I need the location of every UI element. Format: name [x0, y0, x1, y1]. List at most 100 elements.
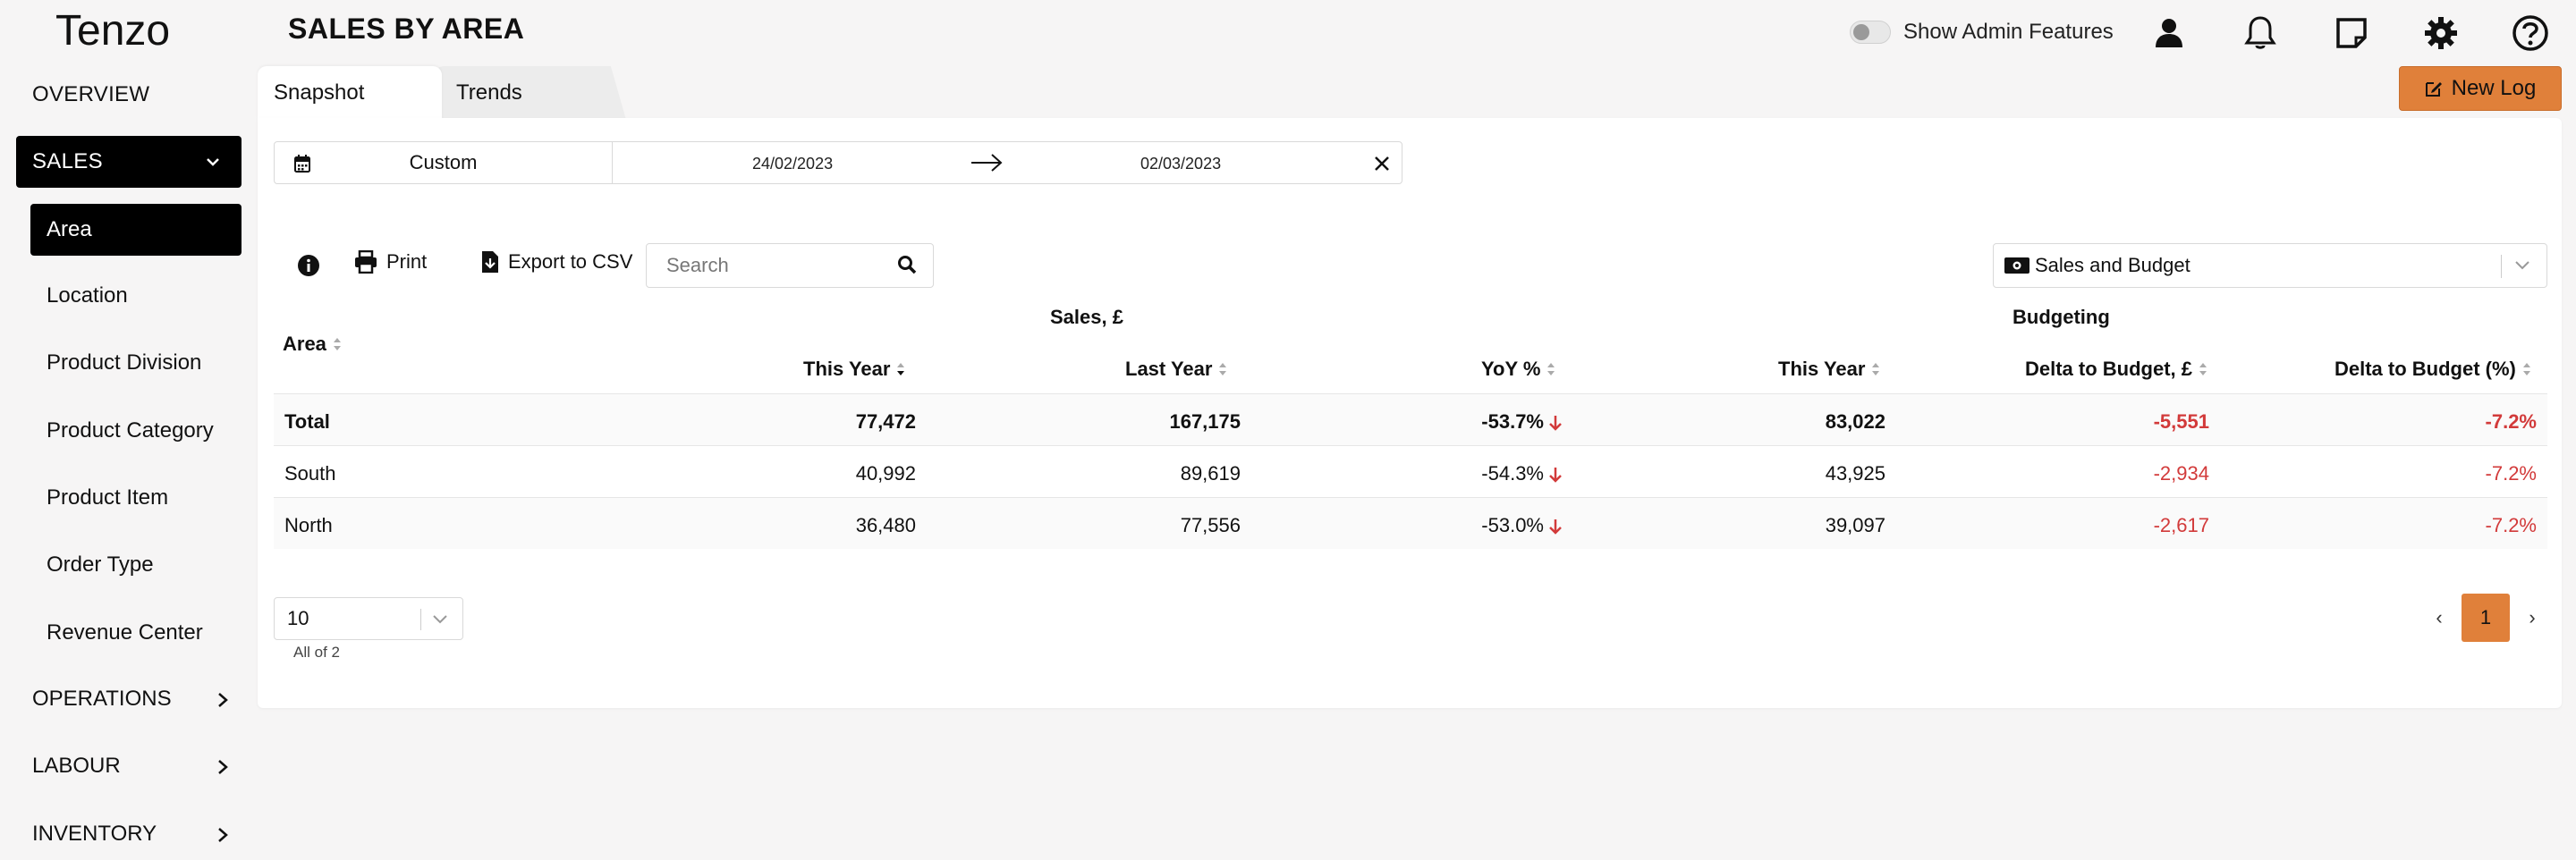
bell-icon[interactable]: [2240, 13, 2281, 54]
page-button-1[interactable]: 1: [2462, 594, 2510, 642]
col-header-budget-this-year[interactable]: This Year: [1778, 358, 1881, 381]
main-card: Custom 24/02/2023 02/03/2023 Print Expor…: [258, 118, 2562, 708]
nav-sub-product-item[interactable]: Product Item: [47, 485, 169, 510]
group-header-sales: Sales, £: [1050, 306, 1123, 328]
sort-icon: [1219, 363, 1227, 375]
cell-area: Total: [284, 410, 330, 433]
nav-sub-order-type[interactable]: Order Type: [47, 552, 154, 577]
cell-budget: 43,925: [1825, 462, 1885, 485]
arrow-down-icon: [1549, 519, 1562, 535]
admin-features-label: Show Admin Features: [1903, 20, 2114, 44]
cell-delta: -2,617: [2153, 514, 2209, 536]
end-date-input[interactable]: 02/03/2023: [1140, 155, 1222, 173]
col-header-area[interactable]: Area: [283, 333, 343, 356]
nav-operations[interactable]: OPERATIONS: [32, 681, 229, 717]
sort-icon: [1547, 363, 1555, 375]
cell-last-year: 77,556: [1180, 514, 1241, 536]
prev-page-button[interactable]: ‹: [2436, 606, 2443, 628]
sort-icon: [2522, 363, 2530, 375]
cell-delta-pct: -7.2%: [2485, 410, 2537, 433]
print-button[interactable]: Print: [354, 250, 427, 274]
tab-snapshot[interactable]: Snapshot: [258, 66, 442, 120]
pagination: ‹ 1 ›: [2426, 594, 2546, 642]
date-type-select[interactable]: Custom: [275, 142, 613, 183]
sort-icon: [333, 338, 341, 350]
chevron-down-icon: [207, 158, 219, 166]
chevron-down-icon: [2515, 261, 2529, 270]
print-label: Print: [386, 250, 428, 273]
svg-text:Tenzo: Tenzo: [55, 7, 170, 54]
chevron-right-icon: [218, 828, 228, 842]
cell-yoy: -53.0%: [1481, 514, 1562, 537]
col-header-delta[interactable]: Delta to Budget, £: [2025, 358, 2208, 381]
start-date-input[interactable]: 24/02/2023: [752, 155, 834, 173]
sort-icon: [1872, 363, 1880, 375]
export-csv-button[interactable]: Export to CSV: [481, 250, 632, 274]
nav-sub-area[interactable]: Area: [30, 204, 242, 256]
cell-delta: -5,551: [2153, 410, 2209, 433]
printer-icon: [355, 250, 377, 274]
table-toolbar: Print Export to CSV Sales and Budget: [258, 243, 2562, 288]
nav-labour[interactable]: LABOUR: [32, 748, 229, 784]
sort-desc-icon: [897, 363, 905, 375]
toggle-switch[interactable]: [1850, 21, 1891, 44]
cell-yoy: -53.7%: [1481, 410, 1562, 434]
nav-sales[interactable]: SALES: [16, 136, 242, 188]
tab-trends[interactable]: Trends: [435, 66, 626, 120]
new-log-label: New Log: [2451, 76, 2537, 100]
chevron-down-icon: [433, 615, 447, 624]
cell-this-year: 77,472: [855, 410, 916, 433]
admin-features-toggle[interactable]: Show Admin Features: [1850, 20, 2114, 45]
nav-overview[interactable]: OVERVIEW: [32, 82, 150, 106]
search-icon[interactable]: [897, 255, 917, 274]
cell-budget: 83,022: [1825, 410, 1885, 433]
note-icon[interactable]: [2331, 13, 2372, 54]
nav-sub-location[interactable]: Location: [47, 283, 128, 308]
cell-delta-pct: -7.2%: [2485, 514, 2537, 536]
chevron-right-icon: [218, 760, 228, 774]
page-size-value: 10: [287, 607, 309, 629]
cell-delta-pct: -7.2%: [2485, 462, 2537, 485]
col-header-yoy[interactable]: YoY %: [1481, 358, 1556, 381]
view-mode-select[interactable]: Sales and Budget: [1993, 243, 2547, 288]
user-icon[interactable]: [2148, 13, 2190, 54]
nav-sub-product-division[interactable]: Product Division: [47, 350, 202, 375]
view-mode-label: Sales and Budget: [2035, 254, 2190, 276]
money-icon: [2004, 257, 2029, 274]
calendar-icon: [294, 155, 310, 173]
page-title: SALES BY AREA: [288, 13, 525, 45]
next-page-button[interactable]: ›: [2529, 606, 2536, 628]
cell-this-year: 40,992: [855, 462, 916, 485]
search-input[interactable]: [647, 254, 888, 277]
table-row-total: Total 77,472 167,175 -53.7% 83,022 -5,55…: [274, 393, 2547, 445]
group-header-budgeting: Budgeting: [2012, 306, 2110, 328]
cell-last-year: 89,619: [1180, 462, 1241, 485]
nav-sales-label: SALES: [32, 149, 103, 173]
nav-inventory[interactable]: INVENTORY: [32, 816, 229, 852]
date-range: 24/02/2023 02/03/2023: [613, 142, 1402, 183]
info-icon[interactable]: [297, 254, 320, 277]
help-icon[interactable]: [2510, 13, 2551, 54]
cell-area: South: [284, 462, 336, 485]
cell-budget: 39,097: [1825, 514, 1885, 536]
gear-icon[interactable]: [2420, 13, 2462, 54]
date-filter: Custom 24/02/2023 02/03/2023: [274, 141, 1402, 184]
arrow-right-icon: [971, 154, 1003, 172]
sort-icon: [2199, 363, 2207, 375]
table-row: South 40,992 89,619 -54.3% 43,925 -2,934…: [274, 445, 2547, 497]
nav-operations-label: OPERATIONS: [32, 687, 172, 711]
cell-this-year: 36,480: [855, 514, 916, 536]
nav-sub-product-category[interactable]: Product Category: [47, 418, 214, 443]
chevron-right-icon: [218, 693, 228, 707]
col-header-last-year[interactable]: Last Year: [1125, 358, 1228, 381]
page-size-select[interactable]: 10: [274, 597, 463, 640]
cell-area: North: [284, 514, 333, 536]
col-header-this-year[interactable]: This Year: [803, 358, 906, 381]
new-log-button[interactable]: New Log: [2399, 66, 2562, 111]
edit-icon: [2425, 82, 2442, 97]
nav-labour-label: LABOUR: [32, 754, 121, 778]
export-label: Export to CSV: [508, 250, 633, 273]
col-header-delta-pct[interactable]: Delta to Budget (%): [2334, 358, 2532, 381]
nav-sub-revenue-center[interactable]: Revenue Center: [47, 620, 203, 645]
close-icon[interactable]: [1373, 155, 1391, 173]
